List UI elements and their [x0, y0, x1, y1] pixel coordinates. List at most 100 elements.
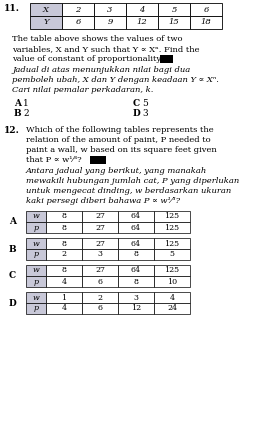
Bar [82, 211, 118, 222]
Text: 5: 5 [142, 99, 148, 108]
Bar [82, 303, 118, 314]
Bar [26, 222, 46, 233]
Bar [154, 265, 190, 276]
Text: 27: 27 [95, 224, 105, 231]
Text: kaki persegi diberi bahawa P ∝ w¹⁄³?: kaki persegi diberi bahawa P ∝ w¹⁄³? [26, 197, 180, 205]
Bar [94, 16, 126, 29]
Bar [26, 303, 46, 314]
Text: 10: 10 [167, 277, 177, 286]
Bar [82, 222, 118, 233]
Text: 125: 125 [164, 267, 180, 274]
Bar [126, 16, 158, 29]
Text: 4: 4 [61, 304, 67, 313]
Text: p: p [34, 277, 38, 286]
Text: 12: 12 [131, 304, 141, 313]
Text: 64: 64 [131, 267, 141, 274]
Bar [118, 292, 154, 303]
Bar [118, 211, 154, 222]
Text: 3: 3 [107, 6, 113, 13]
Text: 8: 8 [133, 277, 139, 286]
Text: mewakili hubungan jumlah cat, P yang diperlukan: mewakili hubungan jumlah cat, P yang dip… [26, 177, 239, 185]
Text: 5: 5 [170, 251, 174, 258]
Text: 18: 18 [201, 18, 211, 27]
Text: 6: 6 [75, 18, 81, 27]
Text: p: p [34, 224, 38, 231]
Text: 1: 1 [61, 294, 67, 301]
Text: 4: 4 [170, 294, 174, 301]
Text: paint a wall, w based on its square feet given: paint a wall, w based on its square feet… [26, 146, 217, 154]
Text: The table above shows the values of two: The table above shows the values of two [12, 35, 183, 43]
Text: 3: 3 [133, 294, 139, 301]
Text: variables, X and Y such that Y ∝ Xⁿ. Find the: variables, X and Y such that Y ∝ Xⁿ. Fin… [12, 45, 199, 53]
Bar [118, 303, 154, 314]
Text: 2: 2 [23, 109, 29, 118]
Bar [26, 276, 46, 287]
Bar [154, 211, 190, 222]
Bar [26, 265, 46, 276]
Text: Jadual di atas menunjukkan nilai bagi dua: Jadual di atas menunjukkan nilai bagi du… [12, 66, 190, 74]
Bar [82, 265, 118, 276]
Bar [46, 222, 82, 233]
Text: C: C [133, 99, 140, 108]
Text: A: A [9, 218, 16, 227]
Text: X: X [43, 6, 49, 13]
Text: 15: 15 [169, 18, 179, 27]
Text: p: p [34, 304, 38, 313]
Text: pemboleh ubah, X dan Y dengan keadaan Y ∝ Xⁿ.: pemboleh ubah, X dan Y dengan keadaan Y … [12, 76, 219, 84]
Text: 27: 27 [95, 267, 105, 274]
Bar [118, 222, 154, 233]
Text: 125: 125 [164, 240, 180, 248]
Text: 64: 64 [131, 240, 141, 248]
Text: Y: Y [43, 18, 49, 27]
Text: value of constant of proportionality, k.: value of constant of proportionality, k. [12, 55, 173, 63]
Text: 2: 2 [75, 6, 81, 13]
Bar [154, 303, 190, 314]
Text: 11.: 11. [4, 4, 20, 13]
Bar [154, 276, 190, 287]
Text: D: D [133, 109, 141, 118]
Text: untuk mengecat dinding, w berdasarkan ukuran: untuk mengecat dinding, w berdasarkan uk… [26, 187, 231, 195]
Text: 4: 4 [61, 277, 67, 286]
Bar [94, 3, 126, 16]
Bar [46, 249, 82, 260]
Bar [30, 3, 62, 16]
Text: 8: 8 [62, 224, 67, 231]
Bar [46, 265, 82, 276]
Bar [62, 3, 94, 16]
Text: relation of the amount of paint, P needed to: relation of the amount of paint, P neede… [26, 136, 211, 144]
Text: 8: 8 [62, 267, 67, 274]
Text: B: B [14, 109, 22, 118]
Bar [158, 16, 190, 29]
Bar [118, 265, 154, 276]
Bar [46, 276, 82, 287]
Bar [46, 303, 82, 314]
Text: w: w [32, 212, 39, 221]
Text: 24: 24 [167, 304, 177, 313]
Bar [26, 249, 46, 260]
Text: 6: 6 [98, 304, 102, 313]
Text: 6: 6 [203, 6, 209, 13]
Text: 2: 2 [62, 251, 67, 258]
Text: 12.: 12. [4, 126, 20, 135]
Text: 125: 125 [164, 224, 180, 231]
Bar [190, 3, 222, 16]
Text: A: A [14, 99, 21, 108]
Text: 12: 12 [136, 18, 147, 27]
Text: 27: 27 [95, 212, 105, 221]
Bar [118, 249, 154, 260]
Bar [190, 16, 222, 29]
Bar [26, 238, 46, 249]
Text: that P ∝ w¹⁄³?: that P ∝ w¹⁄³? [26, 156, 82, 164]
Text: 4: 4 [139, 6, 145, 13]
Text: 8: 8 [62, 240, 67, 248]
Bar [160, 55, 173, 63]
Text: 9: 9 [107, 18, 113, 27]
Text: 64: 64 [131, 224, 141, 231]
Text: 6: 6 [98, 277, 102, 286]
Bar [46, 292, 82, 303]
Text: 27: 27 [95, 240, 105, 248]
Bar [154, 222, 190, 233]
Bar [30, 16, 62, 29]
Text: 5: 5 [171, 6, 177, 13]
Text: w: w [32, 267, 39, 274]
